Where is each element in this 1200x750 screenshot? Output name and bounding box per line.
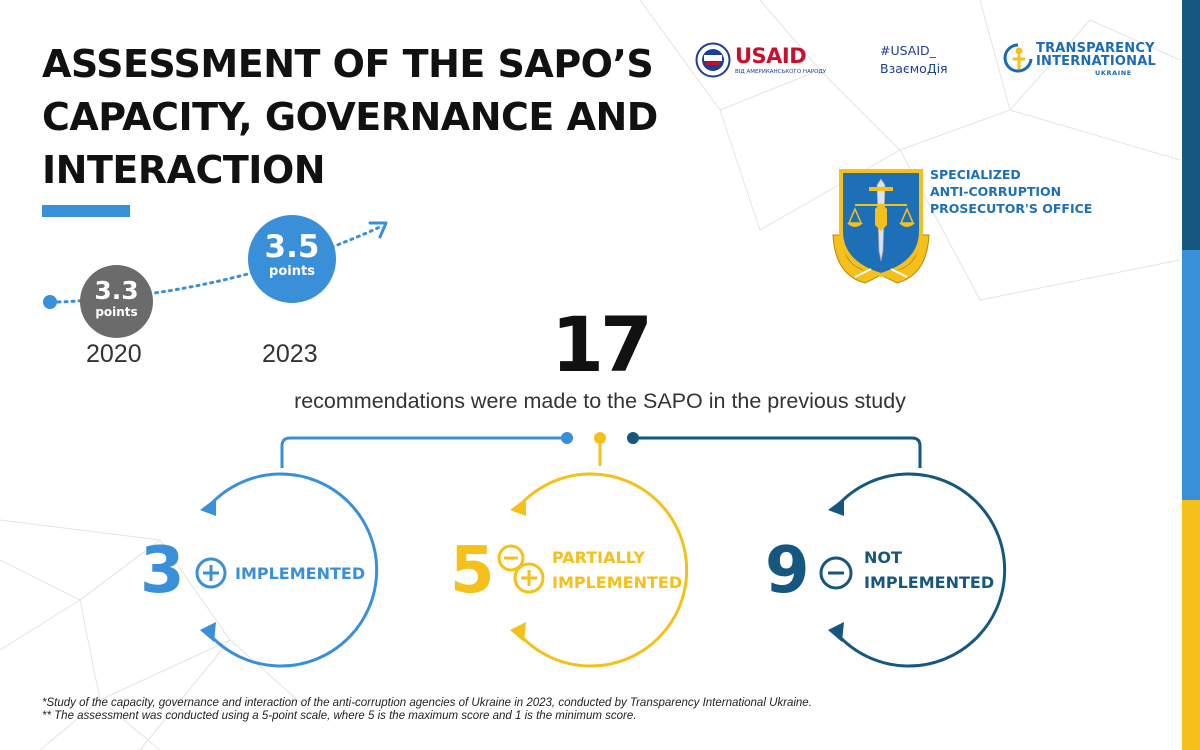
implemented-cycle-arrow <box>208 472 379 668</box>
plus-circle-icon <box>195 557 227 589</box>
partially-cycle-arrow <box>518 472 689 668</box>
recommendations-text: recommendations were made to the SAPO in… <box>294 389 906 413</box>
side-color-stripe <box>1182 0 1200 750</box>
ti-line3: UKRAINE <box>1095 69 1132 77</box>
score-value-2020: 3.3 <box>94 276 139 305</box>
footnote-2: ** The assessment was conducted using a … <box>42 710 637 722</box>
usaid-seal-icon <box>695 42 731 78</box>
implemented-label: IMPLEMENTED <box>235 564 366 583</box>
title-underline <box>42 205 130 217</box>
usaid-wordmark: USAID <box>735 44 807 68</box>
ti-line1: TRANSPARENCY <box>1036 41 1155 56</box>
sapo-emblem-icon <box>832 169 930 284</box>
usaid-hashtag: #USAID_ ВзаємоДія <box>880 42 948 78</box>
usaid-subtitle: ВІД АМЕРИКАНСЬКОГО НАРОДУ <box>735 69 827 75</box>
sapo-name: SPECIALIZED ANTI-CORRUPTION PROSECUTOR'S… <box>930 166 1092 217</box>
hashtag-line2: ВзаємоДія <box>880 61 948 76</box>
not-implemented-cycle-arrow <box>836 472 1007 668</box>
score-unit-2020: points <box>95 305 138 319</box>
partially-label-line1: PARTIALLY <box>552 548 645 567</box>
not-implemented-count: 9 <box>765 534 810 608</box>
ti-figure-icon <box>1003 43 1033 73</box>
sapo-line3: PROSECUTOR'S OFFICE <box>930 201 1093 216</box>
ti-line2: INTERNATIONAL <box>1036 54 1156 69</box>
partially-label-line2: IMPLEMENTED <box>552 573 683 592</box>
implemented-count: 3 <box>140 534 185 608</box>
hashtag-line1: #USAID_ <box>880 43 936 58</box>
score-year-2020: 2020 <box>86 340 142 368</box>
recommendations-total: 17 <box>551 300 653 389</box>
sapo-line1: SPECIALIZED <box>930 167 1021 182</box>
score-value-2023: 3.5 <box>264 229 320 265</box>
usaid-logo: USAID ВІД АМЕРИКАНСЬКОГО НАРОДУ <box>695 40 826 80</box>
score-bubble-2023: 3.5 points <box>248 215 336 303</box>
not-implemented-label-line2: IMPLEMENTED <box>864 573 995 592</box>
partially-count: 5 <box>450 534 495 608</box>
not-implemented-label-line1: NOT <box>864 548 902 567</box>
footnotes: *Study of the capacity, governance and i… <box>42 697 812 723</box>
score-bubble-2020: 3.3 points <box>80 265 153 338</box>
page-title: ASSESSMENT OF THE SAPO’S CAPACITY, GOVER… <box>42 42 658 192</box>
score-unit-2023: points <box>269 264 315 279</box>
minus-plus-circles-icon <box>497 544 545 594</box>
minus-circle-icon <box>819 556 853 590</box>
score-year-2023: 2023 <box>262 340 318 368</box>
transparency-international-logo: TRANSPARENCY INTERNATIONAL UKRAINE <box>1003 40 1163 80</box>
sapo-line2: ANTI-CORRUPTION <box>930 184 1062 199</box>
footnote-1: *Study of the capacity, governance and i… <box>42 697 812 709</box>
